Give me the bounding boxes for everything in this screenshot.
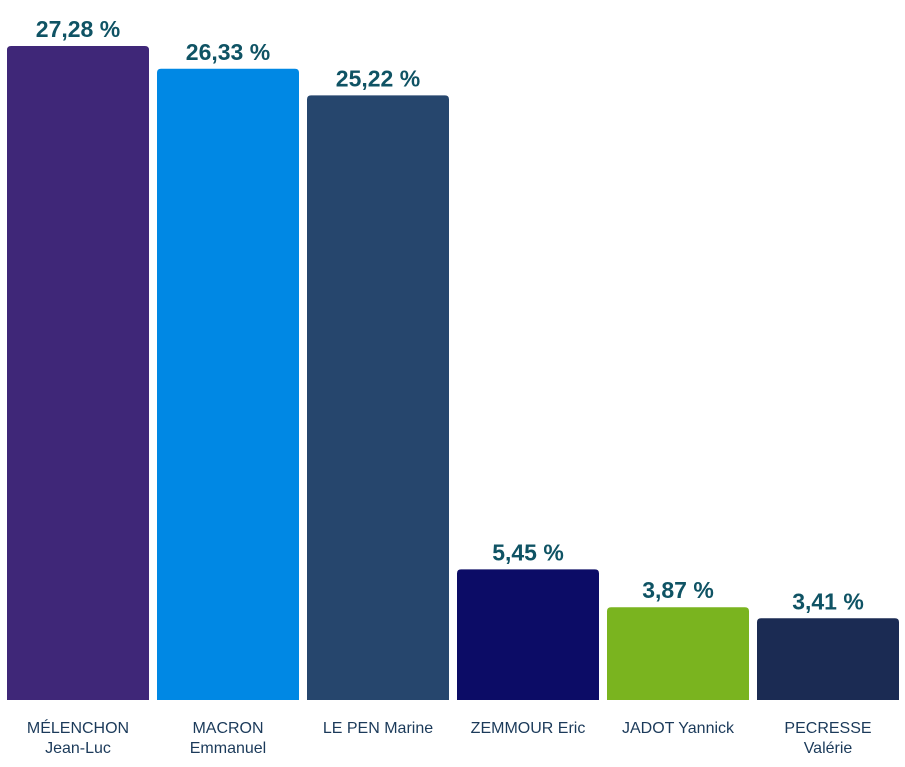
data-label-0: 27,28 % [36, 16, 120, 42]
category-label-2-line-0: LE PEN Marine [323, 720, 433, 737]
bar-0 [7, 46, 149, 700]
category-label-2: LE PEN Marine [323, 720, 433, 737]
category-label-5: PECRESSE Valérie [784, 720, 871, 757]
category-label-3: ZEMMOUR Eric [471, 720, 586, 737]
data-label-1: 26,33 % [186, 39, 270, 65]
bar-3 [457, 569, 599, 700]
category-label-4: JADOT Yannick [622, 720, 735, 737]
category-label-4-line-0: JADOT Yannick [622, 720, 735, 737]
category-label-1: MACRON Emmanuel [190, 720, 266, 757]
bar-5 [757, 618, 899, 700]
data-label-3: 5,45 % [492, 539, 564, 565]
bar-2 [307, 95, 449, 701]
category-label-1-line-1: Emmanuel [190, 740, 266, 757]
bar-1 [157, 68, 299, 701]
category-label-5-line-1: Valérie [804, 740, 853, 757]
data-label-5: 3,41 % [792, 588, 864, 614]
data-label-4: 3,87 % [642, 577, 714, 603]
category-label-5-line-0: PECRESSE [784, 720, 871, 737]
bar-4 [607, 607, 749, 700]
category-label-0-line-1: Jean-Luc [45, 740, 111, 757]
category-label-1-line-0: MACRON [192, 720, 263, 737]
category-label-0: MÉLENCHON Jean-Luc [27, 718, 129, 757]
category-label-3-line-0: ZEMMOUR Eric [471, 720, 586, 737]
data-label-2: 25,22 % [336, 65, 420, 91]
category-label-0-line-0: MÉLENCHON [27, 718, 129, 737]
